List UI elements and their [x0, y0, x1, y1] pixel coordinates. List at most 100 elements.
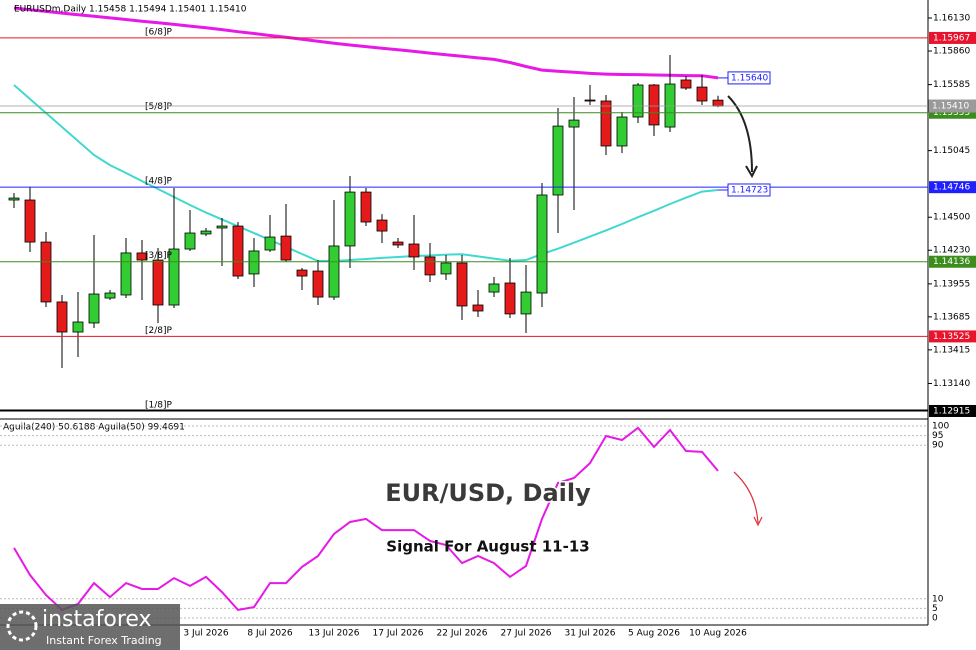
candle-body	[712, 99, 724, 107]
candle-body	[232, 225, 244, 277]
candle-body	[312, 270, 324, 298]
candle-body	[392, 241, 404, 246]
level-value-box	[929, 404, 976, 417]
level-name: [4/8]P	[145, 177, 173, 187]
candle-body	[8, 197, 20, 201]
x-tick-label: 3 Jul 2026	[183, 629, 228, 639]
x-tick-label: 13 Jul 2026	[309, 629, 360, 639]
candle-body	[216, 225, 228, 229]
arrow	[727, 95, 753, 173]
y-tick-label: 1.13955	[933, 279, 970, 289]
candle-body	[360, 191, 372, 223]
level-name: [2/8]P	[145, 326, 173, 336]
candle-body	[552, 125, 564, 196]
tagline: Instant Forex Trading	[46, 634, 162, 647]
y-tick-label: 0	[932, 614, 938, 624]
level-name: [3/8]P	[145, 251, 173, 261]
level-value: 1.12915	[933, 406, 970, 416]
candle-body	[440, 262, 452, 275]
price-marker-label: 1.15640	[731, 73, 768, 83]
y-tick-label: 1.13140	[933, 379, 970, 389]
candle-body	[696, 86, 708, 102]
candle-body	[376, 219, 388, 232]
candle-body	[648, 84, 660, 126]
level-value: 1.13525	[933, 332, 970, 342]
y-tick-label: 1.15045	[933, 146, 970, 156]
candle-body	[184, 232, 196, 250]
candle-body	[408, 243, 420, 258]
arrow-head	[745, 165, 758, 179]
y-tick-label: 1.14230	[933, 246, 970, 256]
annotation-subtitle: Signal For August 11-13	[386, 538, 589, 556]
candle-body	[424, 256, 436, 276]
candle-body	[168, 248, 180, 306]
x-tick-label: 8 Jul 2026	[247, 629, 292, 639]
level-name: [1/8]P	[145, 400, 173, 410]
candle-body	[616, 116, 628, 147]
candle-body	[456, 262, 468, 307]
candle-body	[472, 304, 484, 312]
level-value: 1.15967	[933, 33, 970, 43]
level-value: 1.15355	[933, 108, 970, 118]
candle-body	[600, 100, 612, 147]
candle-body	[280, 235, 292, 261]
candle-body	[24, 199, 36, 243]
price-marker-box	[727, 183, 771, 197]
candle-body	[152, 259, 164, 306]
y-tick-label: 1.13685	[933, 312, 970, 322]
price-marker-label: 1.15410	[932, 102, 969, 112]
x-tick-label: 31 Jul 2026	[565, 629, 616, 639]
level-value-box	[929, 330, 976, 343]
candle-body	[344, 191, 356, 247]
candle-body	[584, 99, 596, 102]
y-tick-label: 95	[932, 431, 943, 441]
candle-body	[120, 252, 132, 296]
candle-body	[536, 194, 548, 294]
x-tick-label: 27 Jul 2026	[501, 629, 552, 639]
candle-body	[248, 250, 260, 275]
y-tick-label: 90	[932, 441, 944, 451]
chart-title: EURUSDm,Daily 1.15458 1.15494 1.15401 1.…	[14, 5, 247, 15]
candle-body	[488, 283, 500, 293]
candle-body	[40, 241, 52, 303]
candle-body	[664, 83, 676, 128]
indicator-title: Aguila(240) 50.6188 Aguila(50) 99.4691	[3, 423, 185, 433]
candle-body	[56, 301, 68, 333]
y-tick-label: 1.15860	[933, 47, 970, 57]
arrow-head	[753, 516, 763, 527]
candle-body	[296, 269, 308, 277]
logo-icon	[6, 610, 38, 642]
watermark-bg	[0, 604, 180, 650]
candle-body	[88, 293, 100, 324]
candle-body	[72, 321, 84, 333]
price-marker-label: 1.14723	[731, 185, 768, 195]
level-value: 1.14136	[933, 257, 970, 267]
arrow	[733, 471, 759, 524]
annotation-title: EUR/USD, Daily	[385, 479, 591, 507]
x-tick-label: 22 Jul 2026	[437, 629, 488, 639]
moving-average	[13, 84, 719, 262]
y-tick-label: 1.15585	[933, 80, 970, 90]
watermark: instaforex Instant Forex Trading	[0, 604, 180, 650]
price-marker-box	[928, 99, 976, 113]
y-tick-label: 1.16130	[933, 14, 970, 24]
candle-body	[264, 236, 276, 251]
indicator-line	[13, 426, 719, 612]
candle-body	[504, 282, 516, 315]
candle-body	[328, 245, 340, 298]
level-value-box	[929, 255, 976, 268]
level-value-box	[929, 181, 976, 194]
level-value-box	[929, 31, 976, 44]
x-tick-label: 17 Jul 2026	[373, 629, 424, 639]
y-tick-label: 1.13415	[933, 345, 970, 355]
level-name: [6/8]P	[145, 27, 173, 37]
y-tick-label: 10	[932, 594, 944, 604]
y-tick-label: 5	[932, 604, 938, 614]
y-tick-label: 1.14500	[933, 213, 970, 223]
candle-body	[680, 79, 692, 89]
candle-body	[520, 291, 532, 315]
plot-area	[8, 6, 724, 368]
x-tick-label: 10 Aug 2026	[689, 629, 747, 639]
